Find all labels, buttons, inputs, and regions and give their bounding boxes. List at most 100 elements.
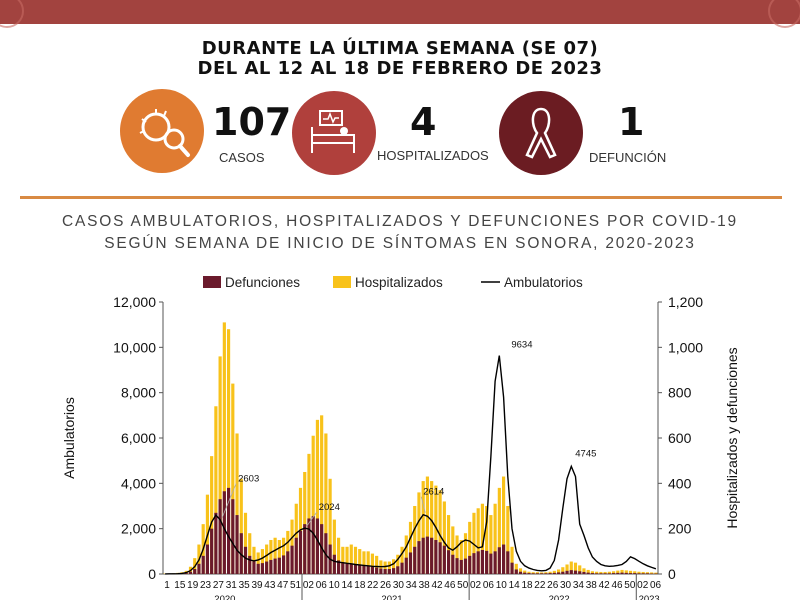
annotation-label: 2614 (423, 487, 444, 498)
bar-hospitalizados (544, 572, 548, 574)
bar-defunciones (243, 546, 248, 574)
bar-defunciones (425, 536, 430, 574)
bar-defunciones (404, 557, 408, 574)
bar-defunciones (332, 554, 336, 574)
bar-hospitalizados (569, 561, 573, 574)
bar-defunciones (620, 572, 624, 574)
virus-magnifier-icon (139, 109, 190, 157)
legend-swatch-hospitalizados (333, 276, 351, 288)
bar-defunciones (628, 573, 633, 574)
bar-hospitalizados (214, 406, 218, 574)
bar-hospitalizados (578, 565, 582, 574)
bar-defunciones (379, 568, 383, 574)
bar-defunciones (438, 542, 442, 574)
y-tick-label-left: 2,000 (121, 521, 156, 537)
bar-defunciones (188, 571, 193, 574)
bar-hospitalizados (235, 433, 239, 574)
y-tick-label-right: 800 (668, 385, 692, 401)
chart-subtitle: SEGÚN SEMANA DE INICIO DE SÍNTOMAS EN SO… (104, 235, 696, 252)
bar-hospitalizados (417, 492, 421, 574)
bar-defunciones (286, 551, 290, 574)
x-tick-label: 14 (341, 580, 353, 591)
bar-defunciones (387, 569, 391, 574)
bar-hospitalizados (404, 535, 408, 574)
annotation-label: 2603 (238, 474, 259, 485)
bar-hospitalizados (540, 572, 544, 574)
bar-defunciones (582, 571, 586, 574)
bar-hospitalizados (468, 521, 472, 574)
x-tick-label: 42 (431, 580, 443, 591)
top-banner (0, 0, 800, 28)
bar-defunciones (193, 569, 197, 574)
bar-defunciones (552, 572, 556, 574)
bar-hospitalizados (438, 490, 442, 574)
bar-defunciones (514, 569, 518, 574)
bar-defunciones (446, 550, 451, 574)
bar-hospitalizados (641, 571, 645, 574)
cases-value: 107 (212, 100, 292, 144)
bar-defunciones (535, 573, 540, 574)
bar-hospitalizados (222, 322, 226, 574)
bar-hospitalizados (523, 570, 527, 574)
bar-hospitalizados (303, 472, 307, 574)
bar-defunciones (421, 537, 425, 574)
bar-hospitalizados (518, 568, 523, 574)
annotation-leader (420, 496, 426, 513)
bar-hospitalizados (430, 481, 434, 574)
bar-defunciones (624, 572, 628, 574)
legend-label-defunciones: Defunciones (225, 275, 300, 290)
deaths-circle (499, 91, 583, 175)
bar-defunciones (607, 573, 611, 574)
bar-hospitalizados (421, 481, 425, 574)
bar-hospitalizados (531, 572, 535, 574)
y-tick-label-right: 0 (668, 566, 676, 582)
y-tick-label-left: 4,000 (121, 475, 156, 491)
bar-defunciones (210, 528, 214, 574)
bar-defunciones (265, 561, 269, 574)
bar-defunciones (459, 559, 463, 574)
bar-hospitalizados (582, 568, 586, 574)
bar-defunciones (349, 564, 353, 574)
bar-defunciones (442, 545, 446, 574)
bar-defunciones (281, 555, 286, 574)
bar-hospitalizados (595, 571, 599, 574)
x-tick-label: 14 (509, 580, 521, 591)
bar-defunciones (480, 549, 485, 574)
bar-hospitalizados (345, 546, 349, 574)
bar-defunciones (235, 515, 239, 574)
bar-hospitalizados (260, 549, 265, 574)
bar-defunciones (616, 572, 620, 574)
bar-hospitalizados (413, 506, 417, 574)
x-tick-label: 02 (470, 580, 482, 591)
bar-hospitalizados (603, 571, 607, 574)
bar-defunciones (205, 544, 210, 574)
x-tick-label: 06 (316, 580, 328, 591)
bar-hospitalizados (332, 519, 336, 574)
bar-defunciones (222, 491, 226, 574)
bar-hospitalizados (645, 572, 650, 574)
bar-defunciones (645, 573, 650, 574)
bar-hospitalizados (472, 512, 476, 574)
bar-hospitalizados (248, 533, 252, 574)
bar-hospitalizados (599, 571, 603, 574)
bar-defunciones (565, 570, 569, 574)
bar-hospitalizados (590, 571, 595, 574)
y-tick-label-left: 6,000 (121, 430, 156, 446)
bar-hospitalizados (210, 456, 214, 574)
bar-defunciones (556, 572, 561, 574)
bar-defunciones (548, 573, 552, 574)
x-tick-label: 26 (547, 580, 559, 591)
bar-defunciones (408, 552, 413, 574)
bar-defunciones (353, 564, 358, 574)
x-tick-label: 51 (290, 580, 302, 591)
y-axis-title-left: Ambulatorios (61, 397, 77, 479)
x-tick-label: 47 (277, 580, 289, 591)
ornament-icon (768, 0, 800, 28)
bar-hospitalizados (307, 453, 311, 574)
bar-defunciones (303, 524, 307, 574)
bar-defunciones (611, 573, 616, 574)
bar-hospitalizados (480, 503, 485, 574)
bar-defunciones (370, 566, 375, 574)
bar-defunciones (641, 573, 645, 574)
bar-defunciones (523, 572, 527, 574)
